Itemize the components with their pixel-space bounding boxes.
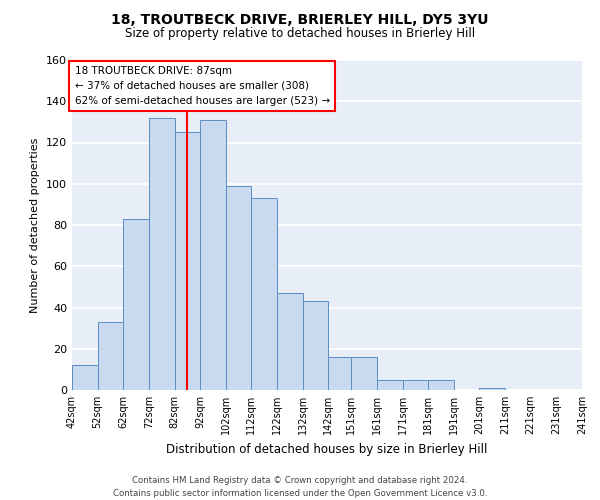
Bar (277, 293, 302, 390)
Bar (226, 186, 251, 390)
Bar (302, 302, 328, 390)
Text: 18, TROUTBECK DRIVE, BRIERLEY HILL, DY5 3YU: 18, TROUTBECK DRIVE, BRIERLEY HILL, DY5 … (111, 12, 489, 26)
Bar (251, 198, 277, 390)
Text: Contains HM Land Registry data © Crown copyright and database right 2024.
Contai: Contains HM Land Registry data © Crown c… (113, 476, 487, 498)
Bar (123, 219, 149, 390)
Bar (328, 357, 352, 390)
Bar (428, 380, 454, 390)
Bar (377, 380, 403, 390)
Text: Size of property relative to detached houses in Brierley Hill: Size of property relative to detached ho… (125, 28, 475, 40)
Bar (98, 322, 123, 390)
Bar (72, 365, 98, 390)
Y-axis label: Number of detached properties: Number of detached properties (31, 138, 40, 312)
Bar (200, 120, 226, 390)
Bar (149, 118, 175, 390)
Bar (403, 380, 428, 390)
Bar (175, 132, 200, 390)
Text: 18 TROUTBECK DRIVE: 87sqm
← 37% of detached houses are smaller (308)
62% of semi: 18 TROUTBECK DRIVE: 87sqm ← 37% of detac… (74, 66, 329, 106)
Bar (479, 388, 505, 390)
X-axis label: Distribution of detached houses by size in Brierley Hill: Distribution of detached houses by size … (166, 442, 488, 456)
Bar (352, 357, 377, 390)
